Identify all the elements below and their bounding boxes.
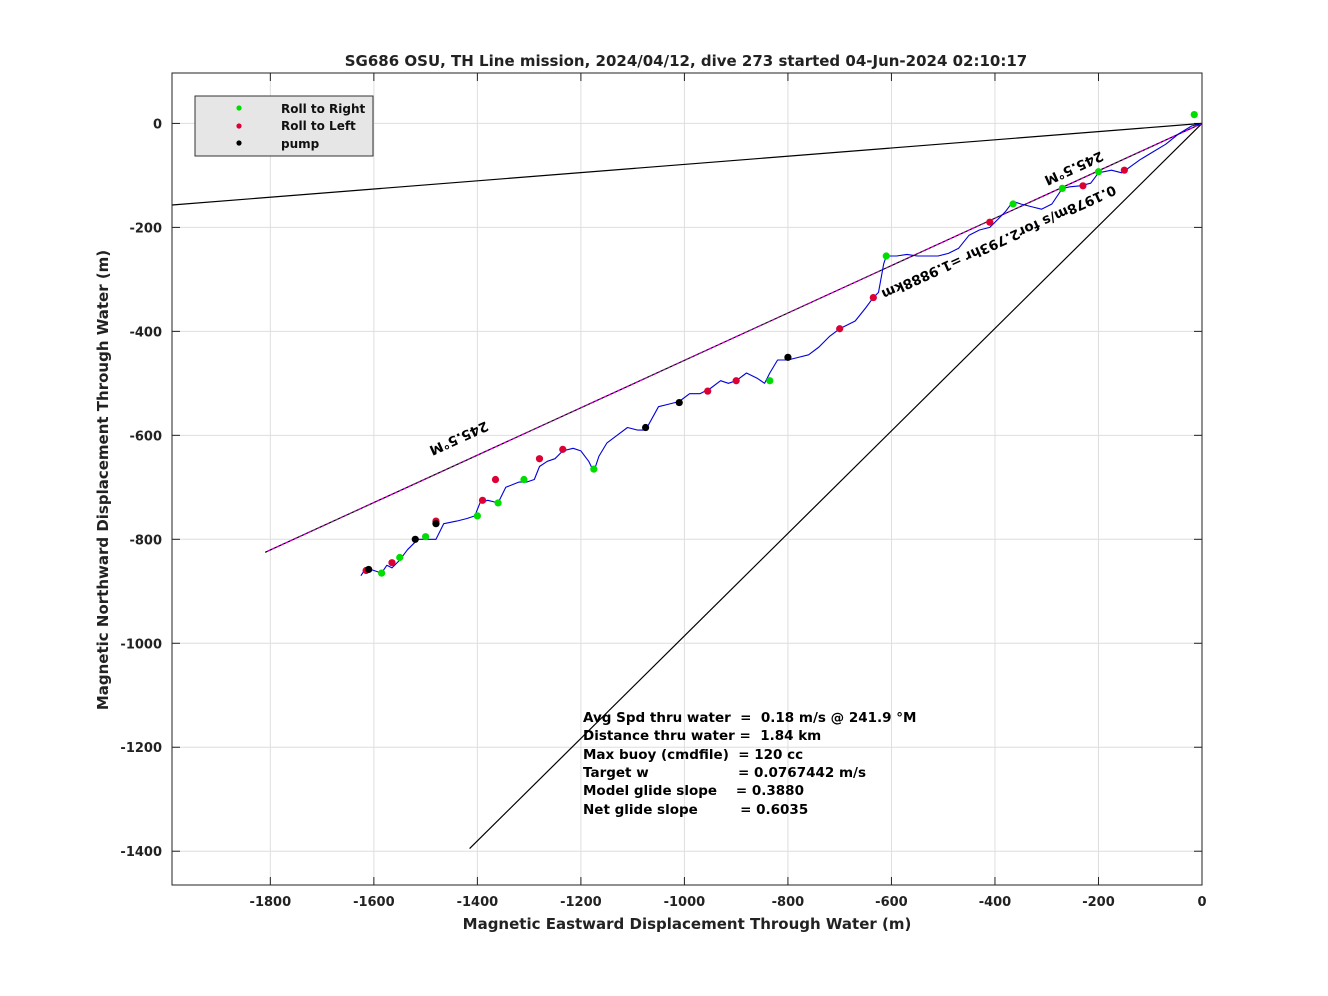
roll-left-marker <box>1079 182 1087 190</box>
pump-marker <box>365 565 373 574</box>
roll-left-marker <box>388 559 396 567</box>
x-tick-label: -400 <box>979 895 1012 910</box>
chart-title: SG686 OSU, TH Line mission, 2024/04/12, … <box>345 52 1028 70</box>
y-tick-label: -800 <box>129 533 162 548</box>
legend-item-pump: pump <box>236 137 320 151</box>
y-tick-label: -600 <box>129 429 162 444</box>
pump-marker <box>411 535 419 543</box>
legend-marker-roll-left <box>236 123 242 129</box>
plot-background <box>172 73 1202 885</box>
dive-statistics: Avg Spd thru water = 0.18 m/s @ 241.9 °M… <box>583 710 916 818</box>
roll-left-marker <box>986 218 994 226</box>
roll-right-marker <box>494 499 502 507</box>
roll-right-marker <box>396 553 404 562</box>
y-tick-label: -200 <box>129 221 162 236</box>
stat-target-w: Target w = 0.0767442 m/s <box>583 765 866 781</box>
legend-item-roll-right: Roll to Right <box>236 102 366 116</box>
roll-right-marker <box>766 377 774 385</box>
roll-right-marker <box>1058 184 1066 193</box>
y-tick-label: -1000 <box>120 637 162 652</box>
pump-marker <box>675 398 683 407</box>
legend-item-roll-left: Roll to Left <box>236 119 356 133</box>
legend-box <box>194 95 374 157</box>
reference-lines <box>171 122 1203 850</box>
stat-net-glide-slope: Net glide slope = 0.6035 <box>583 802 808 818</box>
pump-marker <box>641 423 650 432</box>
pump-marker <box>784 353 792 361</box>
roll-left-marker <box>869 293 877 302</box>
x-tick-label: -1800 <box>250 895 292 910</box>
x-tick-label: -600 <box>875 895 908 910</box>
roll-right-marker <box>882 252 890 260</box>
roll-right-marker <box>1094 168 1103 176</box>
roll-left-marker <box>535 455 544 463</box>
stat-model-glide-slope: Model glide slope = 0.3880 <box>583 783 804 799</box>
legend-marker-roll-right <box>236 105 242 111</box>
roll-right-marker <box>378 569 386 577</box>
y-tick-label: 0 <box>153 117 162 132</box>
roll-right-marker <box>1009 200 1017 208</box>
stat-distance: Distance thru water = 1.84 km <box>583 728 821 744</box>
roll-left-marker <box>491 475 500 484</box>
y-axis-label: Magnetic Northward Displacement Through … <box>94 250 112 710</box>
roll-right-marker <box>590 465 598 473</box>
x-axis-label: Magnetic Eastward Displacement Through W… <box>463 915 912 933</box>
legend-label-roll-left: Roll to Left <box>281 119 356 133</box>
roll-right-marker <box>1190 110 1198 119</box>
stat-avg-speed: Avg Spd thru water = 0.18 m/s @ 241.9 °M <box>583 710 916 726</box>
y-tick-label: -1200 <box>120 741 162 756</box>
x-tick-label: -1600 <box>353 895 395 910</box>
roll-right-marker <box>520 475 528 484</box>
roll-right-marker <box>473 512 481 520</box>
legend-label-roll-right: Roll to Right <box>281 102 366 116</box>
x-tick-label: 0 <box>1197 895 1206 910</box>
roll-left-marker <box>478 496 487 504</box>
pump-marker <box>432 520 440 528</box>
x-tick-label: -1000 <box>664 895 706 910</box>
stat-max-buoy: Max buoy (cmdfile) = 120 cc <box>583 747 803 763</box>
roll-right-marker <box>422 533 430 541</box>
y-tick-label: -400 <box>129 325 162 340</box>
x-tick-label: -200 <box>1082 895 1115 910</box>
x-tick-label: -1400 <box>457 895 499 910</box>
roll-left-marker <box>1120 166 1128 174</box>
y-tick-label: -1400 <box>120 845 162 860</box>
roll-left-marker <box>732 377 740 385</box>
roll-left-marker <box>704 387 712 395</box>
reference-line <box>264 122 1203 553</box>
axis-ticks: -1800 -1600 -1400 -1200 -1000 -800 -600 -400 -20… <box>120 73 1207 910</box>
reference-line <box>469 122 1203 850</box>
x-tick-label: -800 <box>772 895 805 910</box>
legend: Roll to Right Roll to Left pump <box>194 95 374 157</box>
plot-frame <box>171 72 1203 886</box>
track-markers <box>362 110 1198 577</box>
x-tick-label: -1200 <box>560 895 602 910</box>
roll-left-marker <box>559 445 567 453</box>
reference-line <box>171 122 1203 206</box>
plot-area: -1800 -1600 -1400 -1200 -1000 -800 -600 -400 -20… <box>120 72 1207 910</box>
legend-marker-pump <box>236 140 242 146</box>
legend-label-pump: pump <box>281 137 320 151</box>
roll-left-marker <box>836 325 844 333</box>
